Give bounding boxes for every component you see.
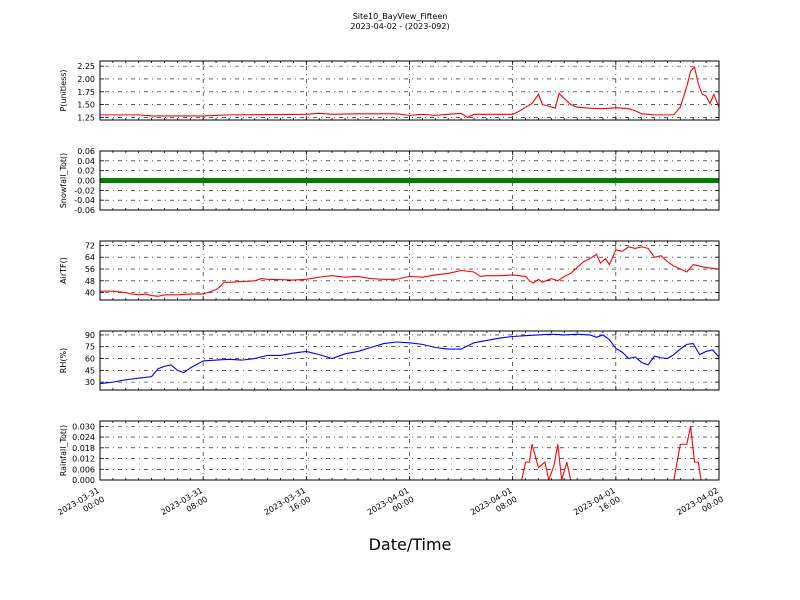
y-tick-label: 1.50 [77, 101, 95, 110]
y-axis-label: P(unitless) [59, 69, 68, 111]
panel-frame [99, 60, 720, 121]
y-axis-label: AirTF() [59, 257, 68, 284]
panel-grid [99, 421, 720, 481]
x-tick-label: 2023-03-3108:00 [159, 486, 209, 526]
series-line [100, 333, 719, 385]
y-tick-label: 60 [85, 355, 95, 364]
panel-grid [99, 61, 720, 120]
y-tick-label: 0.018 [72, 444, 95, 453]
y-tick-label: 0.06 [77, 147, 95, 156]
x-tick-label: 2023-04-0100:00 [366, 486, 416, 526]
y-tick-label: 45 [85, 366, 95, 375]
panel-3: 40 48 56 64 72 AirTF() [59, 240, 720, 301]
panel-2: -0.06-0.04-0.020.000.020.040.06 Snowfall_… [59, 147, 720, 215]
chart-subtitle: 2023-04-02 - (2023-092) [350, 22, 449, 31]
y-tick-label: 72 [85, 241, 95, 250]
panel-grid [99, 331, 720, 390]
y-tick-label: 90 [85, 331, 95, 340]
panel-4: 30 45 60 75 90 RH(%) [59, 330, 720, 391]
y-tick-label: 0.012 [72, 455, 95, 464]
panel-1: 1.25 1.50 1.75 2.00 2.25 P(unitless) [59, 60, 720, 122]
y-tick-label: 2.00 [77, 75, 95, 84]
y-tick-label: 0.030 [72, 422, 95, 431]
y-tick-label: 64 [85, 253, 95, 262]
y-tick-label: 0.024 [72, 433, 95, 442]
panels-group: 1.251.501.752.002.25P(unitless)-0.06-0.0… [59, 60, 720, 485]
y-axis-label: Rainfall_Tot() [59, 425, 68, 477]
y-tick-label: -0.02 [74, 186, 95, 195]
y-tick-label: 48 [85, 277, 95, 286]
panel-frame [99, 330, 720, 391]
y-tick-label: 75 [85, 343, 95, 352]
y-tick-label: 1.75 [77, 88, 95, 97]
x-axis-label: Date/Time [369, 535, 452, 554]
y-axis-label: Snowfall_Tot() [59, 153, 68, 209]
panel-grid [99, 241, 720, 300]
x-tick-label: 2023-03-3100:00 [56, 486, 106, 526]
x-tick-labels: 2023-03-3100:00 2023-03-3108:00 2023-03-31… [56, 486, 725, 526]
y-tick-label: 56 [85, 265, 95, 274]
panel-frame [99, 240, 720, 301]
y-tick-label: 0.006 [72, 465, 95, 474]
y-axis-label: RH(%) [59, 348, 68, 373]
chart-title: Site10_BayView_Fifteen [353, 12, 448, 21]
x-tick-label: 2023-03-3116:00 [263, 486, 313, 526]
y-tick-label: 0.04 [77, 157, 95, 166]
panel-frame [99, 420, 720, 481]
y-tick-label: 2.25 [77, 62, 95, 71]
y-tick-label: 0.02 [77, 167, 95, 176]
x-tick-label: 2023-04-0200:00 [675, 486, 725, 526]
y-tick-label: 40 [85, 289, 95, 298]
x-tick-label: 2023-04-0108:00 [469, 486, 519, 526]
series-line [100, 66, 719, 119]
series-line [100, 426, 719, 480]
y-tick-label: 30 [85, 378, 95, 387]
y-tick-label: 0.00 [77, 177, 95, 186]
series-line [100, 246, 719, 297]
panel-frame [99, 150, 720, 211]
y-tick-label: 0.000 [72, 476, 95, 485]
y-tick-label: 1.25 [77, 113, 95, 122]
y-tick-label: -0.06 [74, 206, 95, 215]
x-tick-label: 2023-04-0116:00 [572, 486, 622, 526]
y-tick-label: -0.04 [74, 196, 95, 205]
